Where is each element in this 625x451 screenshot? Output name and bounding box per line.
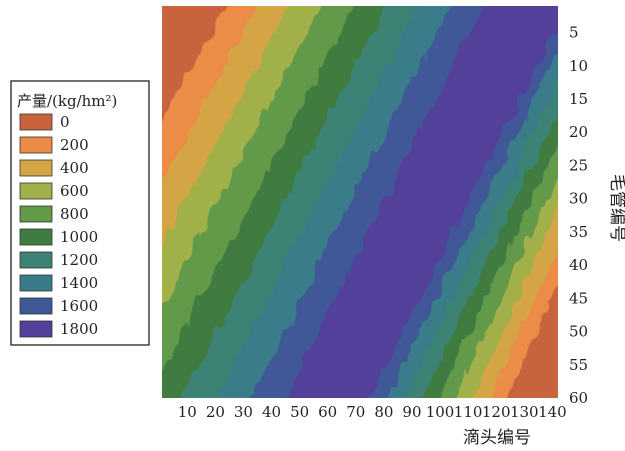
x-axis-ticks: 10 20 30 40 50 60 70 80 90 100 110 120 130 140 [178,403,567,421]
legend-swatch [19,228,53,246]
legend-label: 200 [60,136,89,154]
legend-label: 0 [60,113,70,131]
heatmap-bands [162,6,558,398]
x-tick-label: 80 [374,403,393,421]
y-tick-label: 60 [569,389,588,407]
x-tick-label: 60 [318,403,337,421]
legend-swatch [19,113,53,131]
y-tick-label: 35 [569,223,588,241]
y-tick-label: 5 [569,24,579,42]
legend-swatch [19,251,53,269]
y-tick-label: 40 [569,256,588,274]
x-tick-label: 70 [346,403,365,421]
y-tick-label: 20 [569,123,588,141]
y-tick-label: 10 [569,57,588,75]
legend-items: 0 200 400 600 800 1000 1200 1400 1600 1800 [19,113,98,338]
legend-label: 1400 [60,274,98,292]
x-tick-label: 120 [482,403,511,421]
legend-label: 1200 [60,251,98,269]
x-tick-label: 40 [262,403,281,421]
heatmap-plot-area [162,6,558,398]
x-tick-label: 130 [510,403,539,421]
legend-label: 600 [60,182,89,200]
legend-label: 1000 [60,228,98,246]
legend: 产量/(kg/hm²) 0 200 400 600 800 1000 1200 1400 160… [10,80,150,346]
y-tick-label: 45 [569,289,588,307]
legend-swatch [19,182,53,200]
legend-label: 1800 [60,320,98,338]
legend-swatch [19,136,53,154]
x-tick-label: 140 [538,403,567,421]
legend-title: 产量/(kg/hm²) [17,92,117,110]
legend-swatch [19,159,53,177]
legend-swatch [19,320,53,338]
y-tick-label: 30 [569,190,588,208]
legend-swatch [19,205,53,223]
x-tick-label: 100 [426,403,455,421]
x-tick-label: 90 [402,403,421,421]
x-tick-label: 20 [206,403,225,421]
legend-swatch [19,297,53,315]
heatmap-band-level-9 [285,6,558,398]
y-axis-title: 毛管编号 [607,174,625,242]
legend-label: 400 [60,159,89,177]
x-tick-label: 110 [454,403,483,421]
y-tick-label: 25 [569,156,588,174]
x-axis-title: 滴头编号 [463,428,531,448]
y-tick-label: 55 [569,356,588,374]
x-tick-label: 30 [234,403,253,421]
y-tick-label: 50 [569,323,588,341]
legend-label: 800 [60,205,89,223]
y-axis-ticks: 5 10 15 20 25 30 35 40 45 50 55 60 [569,24,588,407]
legend-label: 1600 [60,297,98,315]
x-tick-label: 10 [178,403,197,421]
y-tick-label: 15 [569,90,588,108]
legend-swatch [19,274,53,292]
x-tick-label: 50 [290,403,309,421]
